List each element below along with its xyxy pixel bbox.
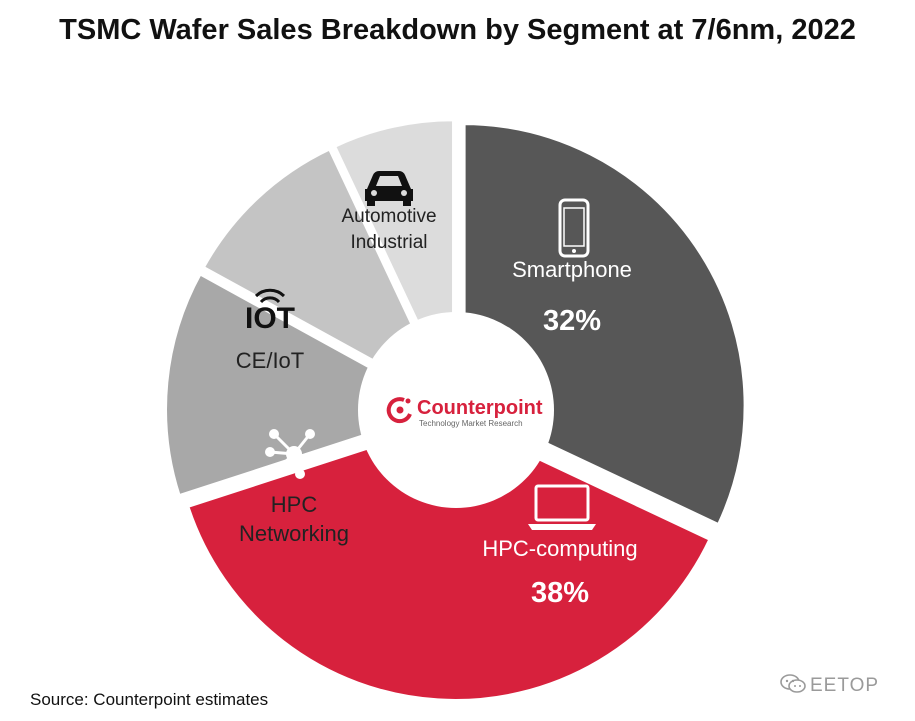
svg-text:IOT: IOT	[245, 302, 295, 335]
car-icon	[365, 171, 413, 206]
watermark-text: EETOP	[810, 675, 880, 696]
slice-label-automotive-industrial: Automotive Industrial	[341, 206, 436, 253]
slice-value-smartphone: 32%	[543, 305, 601, 337]
slice-value-hpc-computing: 38%	[531, 577, 589, 609]
slice-label-ce-iot: CE/IoT	[236, 348, 304, 373]
logo-tagline: Technology Market Research	[419, 419, 523, 428]
watermark: EETOP	[780, 674, 879, 697]
counterpoint-logo-icon	[386, 397, 412, 424]
wechat-icon	[780, 674, 806, 693]
smartphone-icon	[558, 198, 590, 258]
slice-label-hpc-networking: HPC Networking	[239, 492, 349, 546]
slice-label-hpc-computing: HPC-computing	[482, 536, 637, 561]
slice-label-smartphone: Smartphone	[512, 257, 632, 282]
slice-hpc-computing	[184, 416, 714, 703]
iot-icon: IOT	[245, 288, 295, 335]
donut-hole	[358, 312, 554, 508]
source-note: Source: Counterpoint estimates	[30, 690, 269, 709]
chart-title: TSMC Wafer Sales Breakdown by Segment at…	[59, 14, 856, 46]
laptop-icon	[528, 484, 596, 530]
network-hub-icon	[265, 429, 321, 479]
slice-hpc-networking	[163, 270, 453, 499]
logo-brand: Counterpoint	[417, 397, 543, 419]
